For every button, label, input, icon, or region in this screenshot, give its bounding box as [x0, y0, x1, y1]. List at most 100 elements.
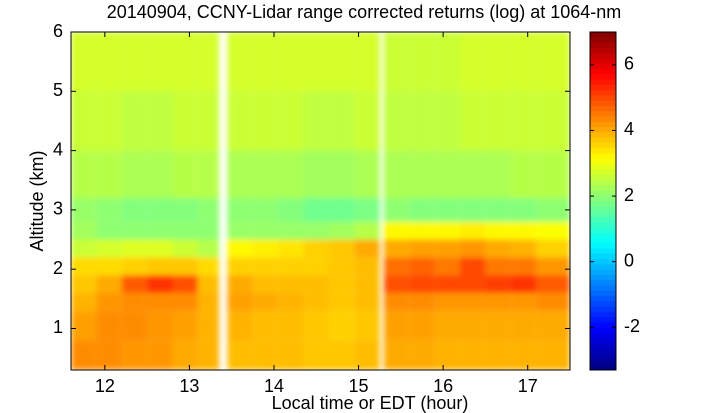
- heatmap-cell: [409, 32, 435, 92]
- colorbar-swatch: [590, 185, 616, 191]
- heatmap-cell: [121, 292, 148, 311]
- heatmap-cell: [383, 275, 410, 293]
- heatmap-cell: [460, 198, 486, 222]
- heatmap-cell: [383, 150, 410, 199]
- heatmap-cell: [354, 292, 380, 311]
- heatmap-cell: [510, 310, 537, 341]
- heatmap-cell: [147, 221, 173, 240]
- heatmap-cell: [383, 310, 410, 341]
- colorbar-swatch: [590, 354, 616, 360]
- heatmap-cell: [536, 275, 570, 293]
- heatmap-cell: [121, 221, 148, 240]
- heatmap-cell: [121, 275, 148, 293]
- heatmap-cell: [227, 32, 253, 92]
- colorbar-swatch: [590, 333, 616, 339]
- heatmap-cell: [354, 32, 380, 92]
- heatmap-cell: [121, 198, 148, 222]
- colorbar-swatch: [590, 111, 616, 117]
- heatmap-cell: [252, 198, 279, 222]
- heatmap-cell: [383, 292, 410, 311]
- colorbar-swatch: [590, 306, 616, 313]
- heatmap-cell: [252, 292, 279, 311]
- heatmap-cell: [303, 32, 329, 92]
- colorbar-swatch: [590, 216, 616, 223]
- heatmap-cell: [96, 340, 122, 370]
- heatmap-cell: [96, 198, 122, 222]
- heatmap-cell: [510, 150, 537, 199]
- colorbar-swatch: [590, 179, 616, 186]
- heatmap-cell: [303, 257, 329, 276]
- heatmap-cell: [354, 257, 380, 276]
- heatmap-cell: [197, 292, 220, 311]
- heatmap-cell: [197, 239, 220, 258]
- heatmap-cell: [121, 150, 148, 199]
- heatmap-cell: [328, 292, 355, 311]
- heatmap-cell: [536, 239, 570, 258]
- colorbar-swatch: [590, 127, 616, 133]
- colorbar-swatch: [590, 37, 616, 44]
- heatmap-cell: [252, 32, 279, 92]
- colorbar-swatch: [590, 206, 616, 213]
- heatmap-cell: [197, 257, 220, 276]
- heatmap-cell: [197, 310, 220, 341]
- heatmap-cell: [485, 340, 511, 370]
- colorbar-swatch: [590, 359, 616, 366]
- colorbar-swatch: [590, 222, 616, 228]
- heatmap-cell: [409, 221, 435, 240]
- heatmap-cell: [278, 32, 304, 92]
- x-tick-label: 13: [179, 376, 199, 396]
- heatmap-cell: [354, 239, 380, 258]
- heatmap-cell: [485, 257, 511, 276]
- y-tick-label: 6: [53, 21, 63, 41]
- colorbar-swatch: [590, 121, 616, 128]
- colorbar-swatch: [590, 348, 616, 355]
- colorbar-swatch: [590, 248, 616, 255]
- heatmap-cell: [460, 340, 486, 370]
- colorbar-swatch: [590, 253, 616, 260]
- heatmap-cell: [510, 292, 537, 311]
- colorbar-swatch: [590, 237, 616, 244]
- heatmap-cell: [328, 221, 355, 240]
- heatmap-cell: [172, 257, 198, 276]
- heatmap-cell: [303, 198, 329, 222]
- colorbar-swatch: [590, 47, 616, 54]
- heatmap-cell: [460, 239, 486, 258]
- colorbar-swatch: [590, 195, 616, 202]
- heatmap-cell: [71, 340, 97, 370]
- heatmap-cell: [227, 275, 253, 293]
- colorbar-swatch: [590, 290, 616, 297]
- heatmap-cell: [147, 150, 173, 199]
- heatmap-cell: [460, 275, 486, 293]
- heatmap-cell: [172, 310, 198, 341]
- heatmap-cell: [303, 91, 329, 151]
- heatmap-cell: [354, 150, 380, 199]
- colorbar-swatch: [590, 42, 616, 49]
- heatmap-cell: [96, 292, 122, 311]
- heatmap-cell: [510, 257, 537, 276]
- heatmap-cell: [278, 292, 304, 311]
- heatmap-cell: [147, 292, 173, 311]
- heatmap-cell: [460, 221, 486, 240]
- heatmap-cell: [510, 275, 537, 293]
- heatmap-cell: [383, 198, 410, 222]
- heatmap-cell: [354, 275, 380, 293]
- colorbar-swatch: [590, 338, 616, 345]
- colorbar-swatch: [590, 269, 616, 276]
- heatmap-cell: [71, 310, 97, 341]
- heatmap-cell: [121, 310, 148, 341]
- heatmap-cell: [303, 221, 329, 240]
- heatmap-cell: [383, 32, 410, 92]
- y-axis-label: Altitude (km): [27, 150, 47, 251]
- colorbar-swatch: [590, 68, 616, 75]
- heatmap-cell: [121, 257, 148, 276]
- heatmap-cell: [71, 91, 97, 151]
- heatmap-cell: [409, 198, 435, 222]
- x-tick-label: 16: [433, 376, 453, 396]
- heatmap-cell: [409, 239, 435, 258]
- colorbar-swatch: [590, 169, 616, 176]
- colorbar-swatch: [590, 343, 616, 350]
- heatmap-cell: [303, 150, 329, 199]
- heatmap-cell: [71, 292, 97, 311]
- colorbar-swatch: [590, 264, 616, 271]
